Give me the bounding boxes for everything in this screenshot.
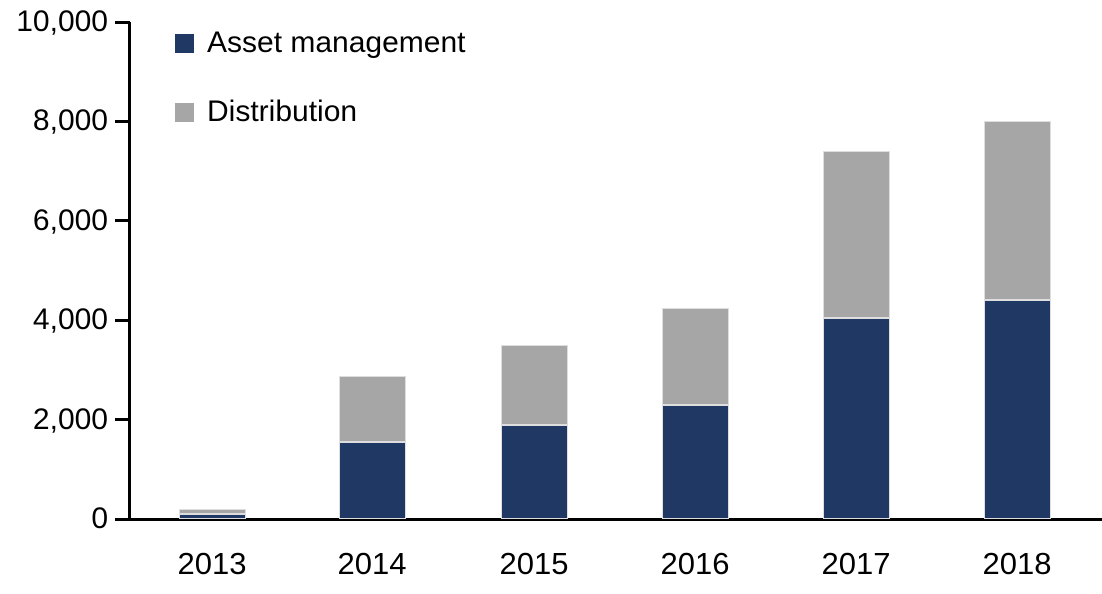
y-tick-label: 0 (91, 502, 108, 535)
y-tick-mark (115, 517, 130, 521)
bar-segment-distribution-2013 (178, 509, 246, 515)
legend-item-distribution: Distribution (175, 95, 465, 129)
legend-swatch-distribution-icon (175, 102, 194, 122)
bar-segment-asset-management-2016 (661, 404, 729, 519)
bar-segment-asset-management-2017 (822, 317, 890, 519)
y-tick-mark (115, 20, 130, 24)
legend-label-asset-management: Asset management (207, 26, 466, 59)
bar-segment-distribution-2015 (500, 345, 568, 425)
x-tick-label-2013: 2013 (177, 546, 247, 581)
bar-segment-asset-management-2018 (983, 300, 1051, 519)
y-tick-label: 10,000 (16, 5, 108, 38)
y-tick-label: 6,000 (32, 203, 108, 237)
y-axis-line (128, 22, 131, 521)
bar-segment-distribution-2014 (338, 376, 406, 442)
y-tick-mark (115, 318, 130, 322)
bar-segment-distribution-2017 (822, 151, 890, 318)
bar-segment-asset-management-2014 (338, 441, 406, 519)
x-axis-line (128, 518, 1102, 521)
x-tick-label-2014: 2014 (337, 546, 407, 581)
y-tick-mark (115, 418, 130, 422)
legend-swatch-asset-management-icon (175, 33, 194, 53)
legend-item-asset-management: Asset management (175, 26, 465, 60)
y-tick-mark (115, 219, 130, 223)
y-tick-label: 8,000 (32, 104, 108, 138)
x-tick-label-2017: 2017 (821, 546, 891, 581)
y-tick-label: 2,000 (32, 402, 108, 436)
legend: Asset management Distribution (175, 26, 465, 164)
bar-segment-asset-management-2015 (500, 424, 568, 519)
y-tick-mark (115, 119, 130, 123)
bar-segment-asset-management-2013 (178, 514, 246, 519)
x-tick-label-2018: 2018 (982, 546, 1052, 581)
x-tick-label-2015: 2015 (499, 546, 569, 581)
y-tick-label: 4,000 (32, 303, 108, 337)
bar-segment-distribution-2016 (661, 307, 729, 405)
legend-label-distribution: Distribution (207, 95, 358, 128)
x-tick-label-2016: 2016 (660, 546, 730, 581)
bar-segment-distribution-2018 (983, 121, 1051, 301)
